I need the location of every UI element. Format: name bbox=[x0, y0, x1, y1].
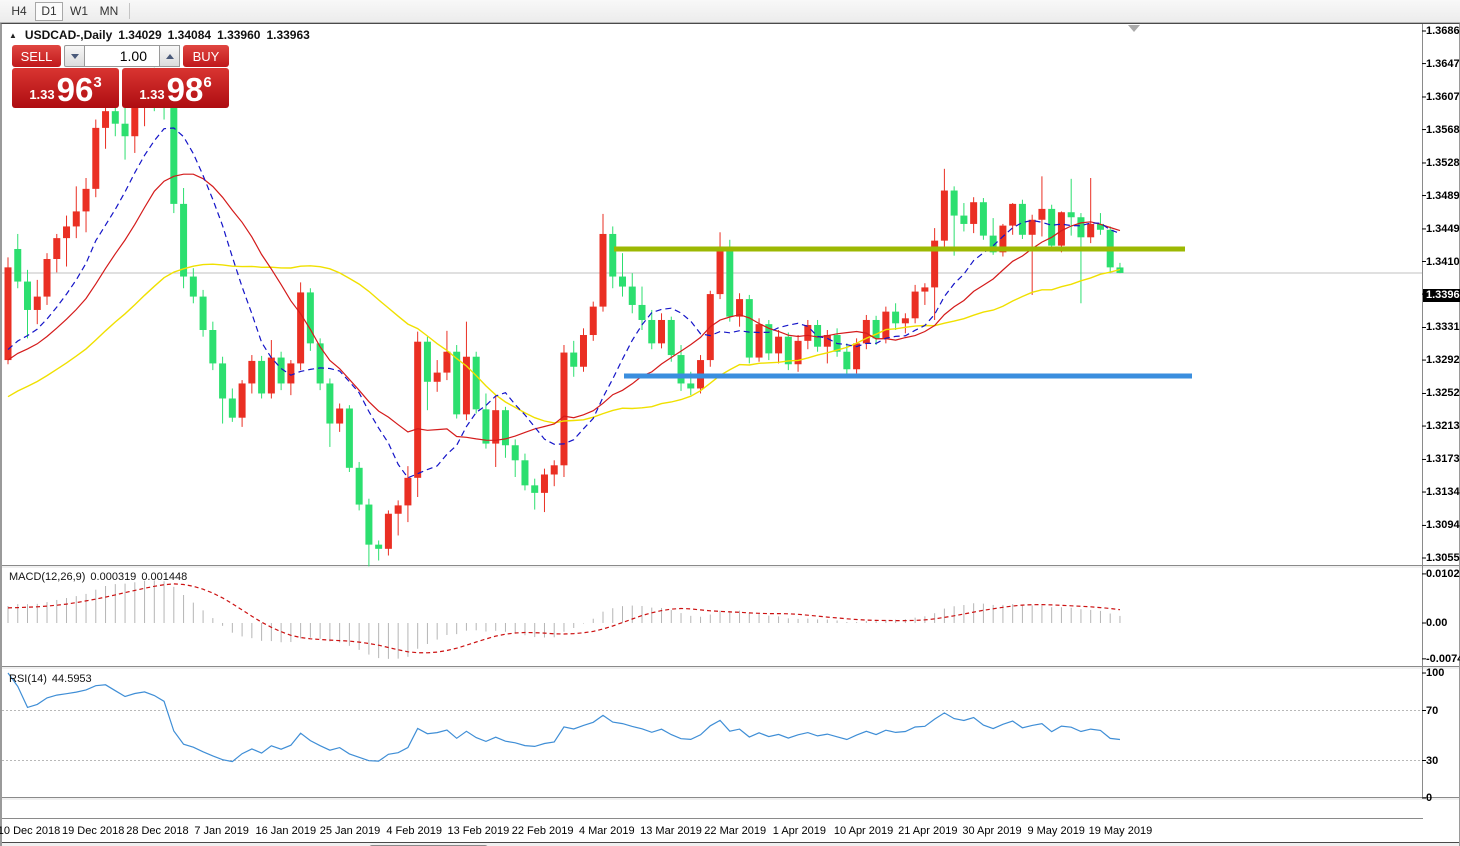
price-axis-label: 1.36070 bbox=[1426, 90, 1460, 103]
timeframe-button-h4[interactable]: H4 bbox=[5, 2, 33, 21]
date-axis-label: 21 Apr 2019 bbox=[898, 825, 958, 837]
price-axis-label: 1.34490 bbox=[1426, 222, 1460, 235]
date-axis-label: 13 Mar 2019 bbox=[640, 825, 702, 837]
price-axis-label: 1.32520 bbox=[1426, 387, 1460, 400]
rsi-value: 44.5953 bbox=[51, 673, 92, 685]
date-axis-label: 22 Mar 2019 bbox=[704, 825, 767, 837]
price-axis-label: 1.31340 bbox=[1426, 486, 1460, 499]
toolbar-separator bbox=[129, 3, 130, 19]
price-axis-label: 1.36860 bbox=[1426, 25, 1460, 37]
price-axis-label: 1.32920 bbox=[1426, 354, 1460, 367]
chart-low: 1.33960 bbox=[217, 28, 261, 42]
timeframe-button-mn[interactable]: MN bbox=[95, 2, 123, 21]
rsi-axis-label: 70 bbox=[1426, 704, 1439, 717]
timeframe-button-w1[interactable]: W1 bbox=[65, 2, 93, 21]
date-axis-label: 22 Feb 2019 bbox=[511, 825, 574, 837]
price-axis-label: 1.35680 bbox=[1426, 123, 1460, 136]
price-axis-label: 1.31730 bbox=[1426, 453, 1460, 466]
chart-canvas[interactable] bbox=[2, 24, 1459, 844]
chart-window: ▲ USDCAD-,Daily 1.34029 1.34084 1.33960 … bbox=[0, 23, 1460, 846]
macd-axis-label: 0.010229 bbox=[1426, 567, 1460, 580]
volume-stepper bbox=[64, 45, 180, 67]
chevron-up-icon bbox=[165, 53, 174, 59]
timeframe-button-d1[interactable]: D1 bbox=[35, 1, 63, 21]
date-axis-label: 10 Apr 2019 bbox=[833, 825, 894, 837]
buy-button[interactable]: BUY bbox=[183, 45, 229, 67]
rsi-axis-label: 30 bbox=[1426, 754, 1439, 767]
rsi-label: RSI(14) bbox=[9, 673, 47, 685]
price-axis-label: 1.35280 bbox=[1426, 156, 1460, 169]
chart-close: 1.33963 bbox=[266, 28, 310, 42]
sell-big-figure: 1.33 bbox=[29, 87, 55, 102]
chevron-down-icon bbox=[70, 53, 79, 59]
sell-pips: 96 bbox=[56, 71, 94, 108]
price-axis-label: 1.30940 bbox=[1426, 519, 1460, 532]
one-click-trade-panel: SELL BUY 1.33 96 3 bbox=[12, 45, 229, 108]
date-axis-label: 10 Dec 2018 bbox=[0, 825, 61, 837]
sell-price-display[interactable]: 1.33 96 3 bbox=[12, 68, 119, 108]
macd-axis-label: -0.00747 bbox=[1426, 652, 1460, 665]
price-axis-label: 1.34890 bbox=[1426, 189, 1460, 202]
volume-increase-button[interactable] bbox=[159, 45, 180, 67]
chart-tabs: EURUSD-,DailyAUDUSD-,DailyUSDCHF-,DailyU… bbox=[2, 842, 1459, 846]
date-axis-label: 13 Feb 2019 bbox=[447, 825, 510, 837]
bid-price-badge: 1.33963 bbox=[1423, 288, 1460, 302]
collapse-chart-icon[interactable]: ▲ bbox=[9, 30, 17, 40]
date-axis-label: 16 Jan 2019 bbox=[255, 825, 317, 837]
date-axis-label: 7 Jan 2019 bbox=[194, 825, 249, 837]
chart-open: 1.34029 bbox=[118, 28, 162, 42]
date-axis-label: 19 May 2019 bbox=[1088, 825, 1153, 837]
rsi-header: RSI(14) 44.5953 bbox=[9, 673, 92, 685]
date-axis-label: 4 Mar 2019 bbox=[578, 825, 635, 837]
timeframe-toolbar: H4 D1 W1 MN bbox=[0, 0, 1460, 23]
price-axis-label: 1.33310 bbox=[1426, 321, 1460, 334]
rsi-axis-label: 100 bbox=[1426, 667, 1445, 679]
buy-pips: 98 bbox=[166, 71, 204, 108]
date-axis-label: 25 Jan 2019 bbox=[319, 825, 381, 837]
date-axis-label: 9 May 2019 bbox=[1027, 825, 1085, 837]
buy-big-figure: 1.33 bbox=[139, 87, 165, 102]
macd-label: MACD(12,26,9) bbox=[9, 571, 86, 583]
price-axis[interactable]: 1.36860 1.36470 1.36070 1.35680 1.35280 1.348… bbox=[1426, 24, 1460, 821]
macd-signal-value: 0.001448 bbox=[141, 571, 188, 583]
volume-decrease-button[interactable] bbox=[64, 45, 85, 67]
date-axis-label: 1 Apr 2019 bbox=[772, 825, 826, 837]
sell-pipette: 3 bbox=[93, 74, 102, 91]
date-axis-label: 19 Dec 2018 bbox=[61, 825, 125, 837]
chart-symbol: USDCAD-,Daily bbox=[24, 28, 113, 42]
macd-header: MACD(12,26,9) 0.000319 0.001448 bbox=[9, 571, 187, 583]
sell-button[interactable]: SELL bbox=[12, 45, 61, 67]
chart-header: ▲ USDCAD-,Daily 1.34029 1.34084 1.33960 … bbox=[9, 28, 310, 42]
macd-axis-label: 0.00 bbox=[1426, 617, 1448, 629]
macd-main-value: 0.000319 bbox=[90, 571, 137, 583]
date-axis[interactable]: 10 Dec 2018 19 Dec 2018 28 Dec 2018 7 Jan 2… bbox=[0, 822, 1423, 842]
date-axis-label: 4 Feb 2019 bbox=[386, 825, 443, 837]
rsi-axis-label: 0 bbox=[1426, 792, 1433, 804]
price-axis-label: 1.36470 bbox=[1426, 57, 1460, 70]
date-axis-label: 30 Apr 2019 bbox=[962, 825, 1022, 837]
volume-input[interactable] bbox=[85, 45, 159, 67]
buy-pipette: 6 bbox=[203, 74, 212, 91]
buy-price-display[interactable]: 1.33 98 6 bbox=[122, 68, 229, 108]
chart-shift-marker-icon bbox=[1128, 25, 1140, 32]
price-axis-label: 1.34100 bbox=[1426, 255, 1460, 268]
chart-high: 1.34084 bbox=[167, 28, 212, 42]
price-axis-label: 1.32130 bbox=[1426, 420, 1460, 433]
date-axis-label: 28 Dec 2018 bbox=[126, 825, 189, 837]
